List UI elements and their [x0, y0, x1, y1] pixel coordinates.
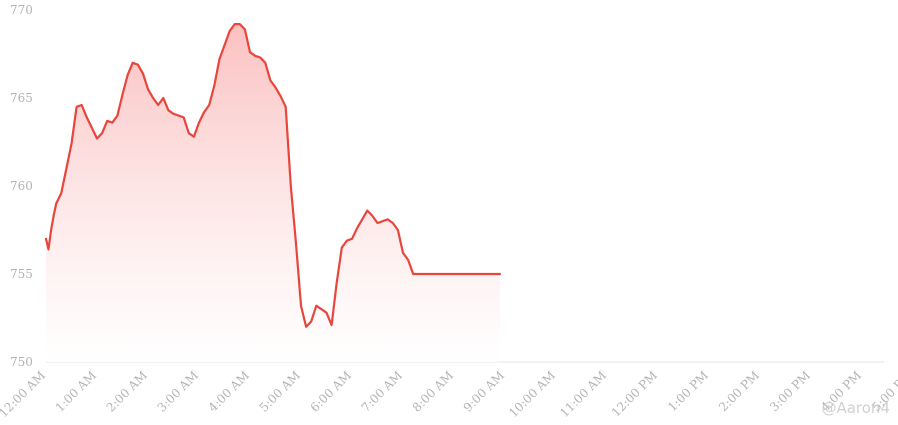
- y-axis: 750 755 760 765 770: [10, 3, 33, 369]
- y-tick-label: 755: [10, 267, 33, 281]
- x-tick-label: 5:00 AM: [257, 368, 303, 414]
- x-tick-label: 6:00 AM: [308, 368, 354, 414]
- x-tick-label: 3:00 AM: [155, 368, 201, 414]
- y-tick-label: 760: [10, 179, 33, 193]
- x-axis: 12:00 AM 1:00 AM 2:00 AM 3:00 AM 4:00 AM 5:00…: [0, 368, 898, 420]
- x-tick-label: 3:00 PM: [767, 368, 813, 414]
- x-tick-label: 12:00 AM: [0, 368, 48, 420]
- x-tick-label: 1:00 PM: [665, 368, 711, 414]
- x-tick-label: 2:00 PM: [716, 368, 762, 414]
- x-tick-label: 7:00 AM: [359, 368, 405, 414]
- watermark-text: @Aaron4: [821, 399, 890, 417]
- x-tick-label: 10:00 AM: [506, 368, 558, 420]
- y-tick-label: 750: [10, 355, 33, 369]
- area-fill: [46, 24, 500, 362]
- price-line: [44, 23, 501, 328]
- watermark: @Aaron4: [821, 399, 890, 417]
- y-tick-label: 765: [10, 91, 33, 105]
- x-tick-label: 2:00 AM: [104, 368, 150, 414]
- x-tick-label: 4:00 AM: [206, 368, 252, 414]
- x-tick-label: 1:00 AM: [53, 368, 99, 414]
- x-tick-label: 8:00 AM: [410, 368, 456, 414]
- x-tick-label: 11:00 AM: [557, 368, 609, 420]
- x-tick-label: 12:00 PM: [609, 368, 660, 419]
- x-tick-label: 9:00 AM: [461, 368, 507, 414]
- y-tick-label: 770: [10, 3, 33, 17]
